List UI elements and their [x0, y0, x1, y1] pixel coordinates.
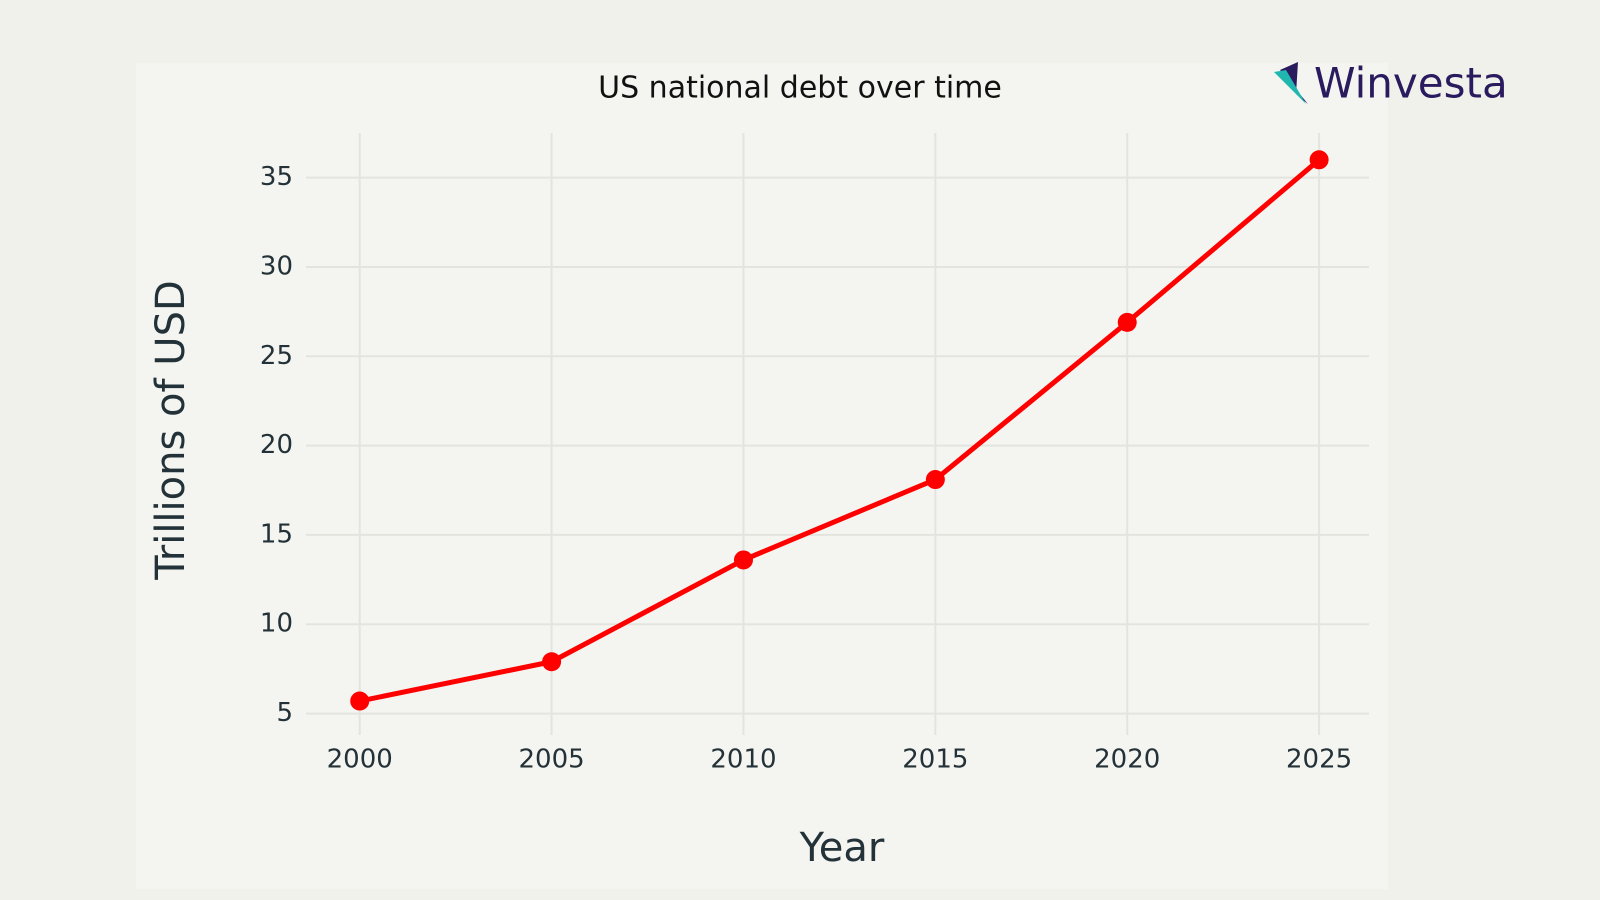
x-tick-label: 2020	[1094, 745, 1160, 775]
data-point	[925, 470, 945, 490]
data-line	[359, 157, 1321, 704]
y-axis-title: Trillions of USD	[148, 280, 194, 581]
chart-title: US national debt over time	[598, 71, 1002, 106]
y-tick-label: 35	[260, 162, 293, 192]
x-axis-title: Year	[799, 825, 885, 871]
y-tick-label: 15	[260, 519, 293, 549]
y-tick-label: 10	[260, 609, 293, 639]
data-point	[1309, 150, 1329, 170]
data-point	[1117, 312, 1137, 332]
logo-icon-accent	[1274, 70, 1306, 104]
data-point	[733, 550, 753, 570]
y-tick-label: 20	[260, 430, 293, 460]
logo: Winvesta	[1274, 59, 1508, 108]
x-tick-label: 2015	[902, 745, 968, 775]
y-tick-label: 30	[260, 251, 293, 281]
x-tick-label: 2005	[519, 745, 585, 775]
panel	[136, 63, 1388, 889]
logo-text: Winvesta	[1314, 59, 1508, 108]
y-tick-label: 5	[276, 698, 293, 728]
y-tick-label: 25	[260, 341, 293, 371]
x-tick-label: 2010	[710, 745, 776, 775]
x-tick-label: 2000	[327, 745, 393, 775]
data-point	[542, 652, 562, 672]
x-tick-label: 2025	[1286, 745, 1352, 775]
data-point	[350, 691, 370, 711]
